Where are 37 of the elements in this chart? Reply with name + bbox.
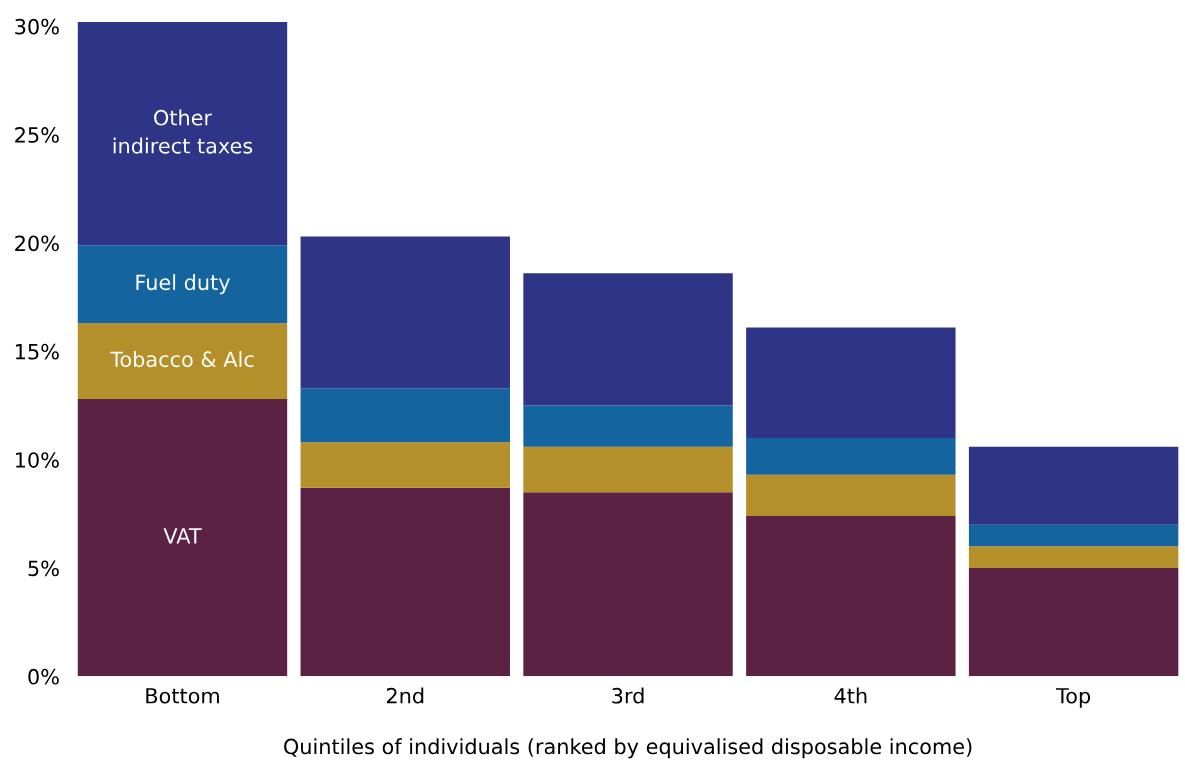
x-tick-label: 2nd <box>386 687 424 704</box>
bar <box>523 273 733 406</box>
bar <box>746 327 956 439</box>
x-axis-title: Quintiles of individuals (ranked by equivalised disposable income) <box>284 738 972 759</box>
bar <box>968 524 1179 547</box>
y-tick-label: 30% <box>15 18 59 35</box>
bar <box>77 399 288 677</box>
bar <box>77 323 288 400</box>
series-label: Other indirect taxes <box>113 109 253 154</box>
bar <box>300 236 510 389</box>
bar <box>77 21 288 246</box>
y-tick-label: 15% <box>15 343 59 360</box>
series-label: Tobacco & Alc <box>110 351 254 368</box>
x-tick-label: Top <box>1055 688 1091 708</box>
y-tick-label: 25% <box>15 127 59 143</box>
y-tick-label: 5% <box>28 560 59 577</box>
bar <box>300 442 510 488</box>
y-tick-label: 0% <box>28 668 59 685</box>
bar <box>300 388 510 443</box>
bar <box>523 492 733 677</box>
bar <box>968 446 1179 525</box>
bar <box>968 546 1179 569</box>
series-label: VAT <box>163 528 202 544</box>
x-tick-label: Bottom <box>146 688 219 704</box>
bar <box>746 438 956 475</box>
x-tick-label: 4th <box>834 687 867 704</box>
bar <box>968 568 1179 677</box>
bar <box>77 245 288 324</box>
bar <box>523 446 733 493</box>
bar <box>523 405 733 447</box>
series-label: Fuel duty <box>136 274 230 295</box>
bar <box>300 487 510 677</box>
y-tick-label: 20% <box>15 235 59 252</box>
y-tick-label: 10% <box>15 452 59 468</box>
bar <box>746 474 956 517</box>
x-tick-label: 3rd <box>612 687 644 704</box>
bar <box>746 516 956 677</box>
